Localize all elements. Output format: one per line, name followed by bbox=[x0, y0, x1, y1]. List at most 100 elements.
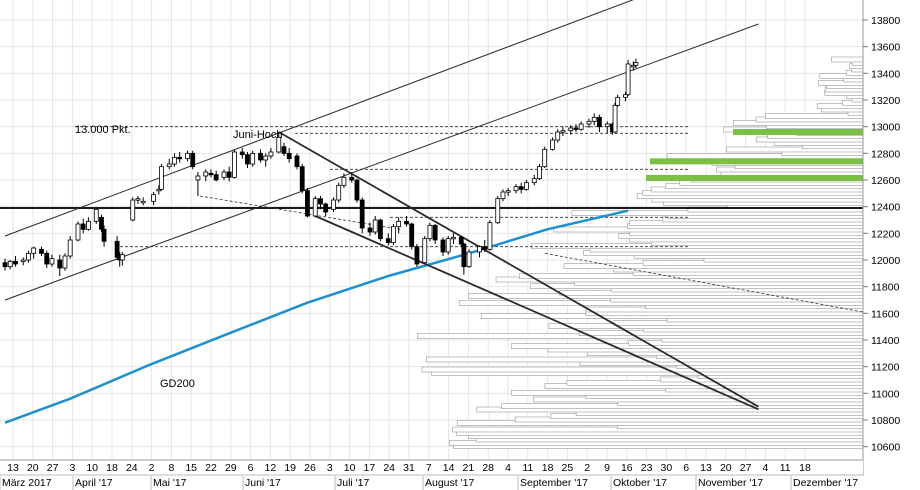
candle-body bbox=[31, 247, 37, 254]
candle bbox=[177, 152, 183, 163]
candle-body bbox=[458, 236, 464, 245]
x-tick-label: 24 bbox=[126, 462, 138, 474]
candle-body bbox=[114, 240, 120, 258]
candle bbox=[414, 244, 420, 267]
candle-body bbox=[518, 186, 524, 190]
gd200-line bbox=[4, 209, 629, 424]
candle-body bbox=[226, 171, 232, 178]
candle bbox=[294, 153, 300, 170]
candle-body bbox=[630, 64, 636, 68]
candle-body bbox=[195, 175, 201, 181]
x-tick-label: 19 bbox=[284, 462, 296, 474]
candle-body bbox=[404, 220, 409, 225]
candle-body bbox=[391, 226, 396, 244]
candle bbox=[367, 222, 373, 236]
candle bbox=[203, 169, 209, 182]
candle bbox=[258, 149, 263, 163]
candle-body bbox=[26, 252, 31, 261]
x-tick-label: 23 bbox=[641, 462, 653, 474]
candle-body bbox=[531, 178, 537, 184]
x-tick-label: 9 bbox=[604, 462, 610, 474]
candle bbox=[140, 197, 146, 206]
candle bbox=[623, 92, 628, 102]
candle-body bbox=[190, 152, 196, 168]
x-month-label: Oktober '17 bbox=[613, 477, 667, 489]
candle bbox=[312, 196, 318, 218]
candle-body bbox=[542, 148, 548, 168]
candle bbox=[378, 218, 383, 242]
candle-body bbox=[318, 198, 323, 205]
candle bbox=[156, 185, 162, 195]
y-tick-label: 13400 bbox=[871, 68, 900, 80]
candle-body bbox=[119, 254, 125, 261]
candle bbox=[458, 236, 464, 247]
trend-line bbox=[278, 131, 759, 408]
candle-body bbox=[597, 116, 602, 128]
candle-body bbox=[250, 152, 256, 165]
x-tick-label: 12 bbox=[265, 462, 277, 474]
candle-body bbox=[573, 127, 579, 130]
candle-body bbox=[612, 104, 618, 133]
candle bbox=[57, 254, 63, 276]
candle bbox=[159, 164, 164, 191]
candle bbox=[190, 150, 196, 170]
x-month-label: November '17 bbox=[698, 477, 763, 489]
candle bbox=[331, 197, 336, 212]
x-tick-label: 3 bbox=[327, 462, 333, 474]
trend-lines bbox=[4, 0, 759, 411]
green-volume-zone bbox=[733, 129, 863, 135]
candle bbox=[591, 113, 597, 126]
candle bbox=[341, 173, 347, 188]
candle-body bbox=[633, 62, 639, 66]
candle-body bbox=[13, 260, 18, 265]
candle-body bbox=[367, 227, 373, 233]
candle-body bbox=[341, 176, 347, 186]
candle bbox=[80, 218, 86, 234]
candle bbox=[500, 189, 506, 202]
candle-body bbox=[440, 239, 446, 253]
candle bbox=[31, 246, 37, 259]
x-month-label: Juli '17 bbox=[337, 477, 370, 489]
candle-body bbox=[550, 139, 555, 150]
candle-body bbox=[172, 156, 177, 165]
x-tick-label: 20 bbox=[720, 462, 732, 474]
y-tick-label: 11600 bbox=[871, 308, 900, 320]
candle bbox=[597, 114, 602, 132]
candle-body bbox=[67, 239, 73, 257]
candle-body bbox=[44, 252, 50, 265]
candle-body bbox=[378, 219, 383, 240]
annotation-gd200: GD200 bbox=[160, 378, 195, 390]
x-month-label: Mai '17 bbox=[153, 477, 187, 489]
candle bbox=[7, 260, 13, 270]
x-tick-label: 11 bbox=[780, 462, 791, 474]
candle-body bbox=[245, 154, 250, 165]
candle-body bbox=[591, 116, 597, 122]
candle-body bbox=[312, 198, 318, 217]
y-tick-label: 13600 bbox=[871, 42, 900, 54]
candle bbox=[323, 202, 329, 216]
candle-body bbox=[560, 130, 566, 133]
candle-body bbox=[359, 199, 365, 229]
x-tick-label: 11 bbox=[522, 462, 533, 474]
chart-annotations: 13.000 Pkt. Juni-Hoch GD200 bbox=[75, 124, 283, 390]
x-tick-label: 16 bbox=[621, 462, 633, 474]
candle bbox=[578, 121, 584, 131]
candle bbox=[461, 242, 467, 275]
candle bbox=[427, 222, 433, 242]
dashed-diagonal bbox=[199, 195, 401, 230]
candle bbox=[409, 222, 415, 250]
candle bbox=[305, 188, 310, 218]
x-tick-label: 2 bbox=[149, 462, 155, 474]
candle bbox=[359, 197, 365, 234]
x-tick-label: 21 bbox=[463, 462, 475, 474]
y-tick-label: 11200 bbox=[871, 362, 900, 374]
x-tick-label: 10 bbox=[86, 462, 98, 474]
candle-body bbox=[604, 123, 610, 128]
candle bbox=[221, 169, 227, 180]
candle-body bbox=[75, 223, 81, 241]
candle-body bbox=[232, 151, 237, 178]
candle-body bbox=[140, 200, 146, 204]
x-tick-label: 17 bbox=[364, 462, 376, 474]
candle bbox=[404, 216, 409, 227]
candle bbox=[604, 121, 610, 134]
